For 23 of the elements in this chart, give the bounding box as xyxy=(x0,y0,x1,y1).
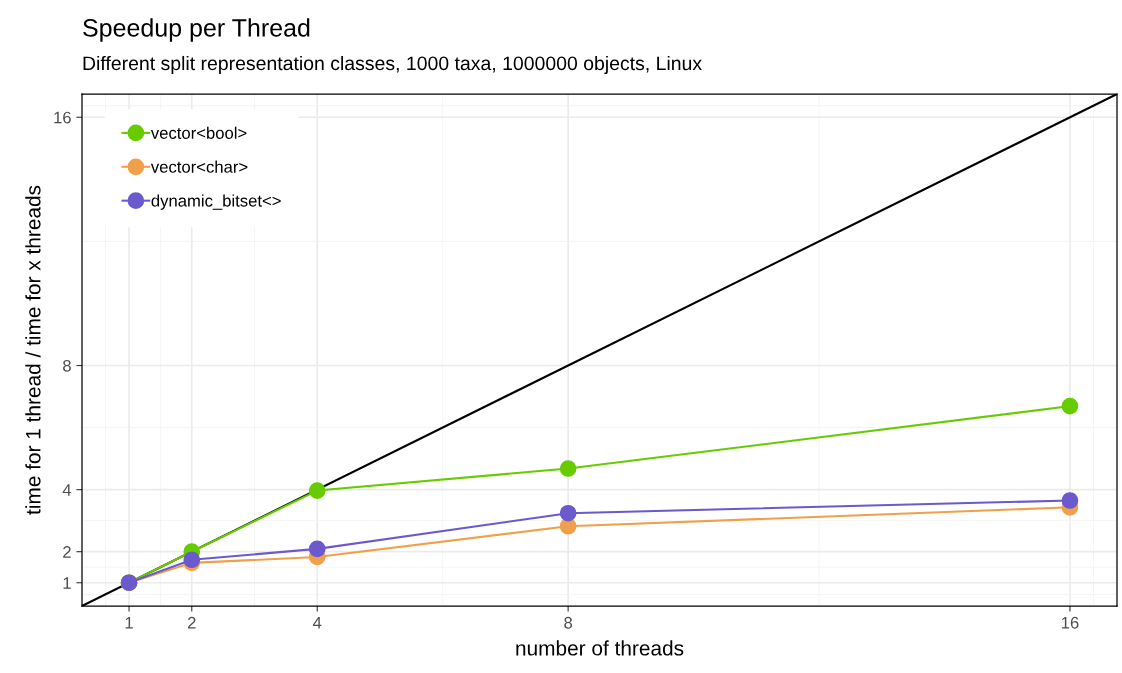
point xyxy=(308,482,326,499)
y-tick-label: 16 xyxy=(54,111,71,124)
chart-subtitle: Different split representation classes, 1000 taxa, 1000000 objects, Linux xyxy=(83,55,702,75)
x-tick-label: 8 xyxy=(564,616,573,629)
point xyxy=(559,460,577,477)
legend-label: vector<bool> xyxy=(150,126,247,139)
point xyxy=(559,504,577,522)
x-axis-title: number of threads xyxy=(516,640,684,656)
legend-label: dynamic_bitset<> xyxy=(151,194,281,210)
x-tick-label: 4 xyxy=(312,617,322,629)
point xyxy=(1061,492,1079,509)
x-tick-label: 1 xyxy=(125,617,133,629)
point xyxy=(308,540,326,558)
legend-label: vector<char> xyxy=(150,160,248,173)
x-tick-label: 16 xyxy=(1061,616,1079,629)
y-tick-label: 1 xyxy=(63,577,71,589)
y-tick-label: 2 xyxy=(63,546,71,558)
y-tick-label: 4 xyxy=(62,484,72,496)
chart-title: Speedup per Thread xyxy=(83,18,310,42)
x-tick-label: 2 xyxy=(187,616,196,629)
point xyxy=(1061,397,1079,415)
y-axis-title: time for 1 thread / time for x threads xyxy=(25,185,41,515)
y-tick-label: 8 xyxy=(63,359,71,372)
